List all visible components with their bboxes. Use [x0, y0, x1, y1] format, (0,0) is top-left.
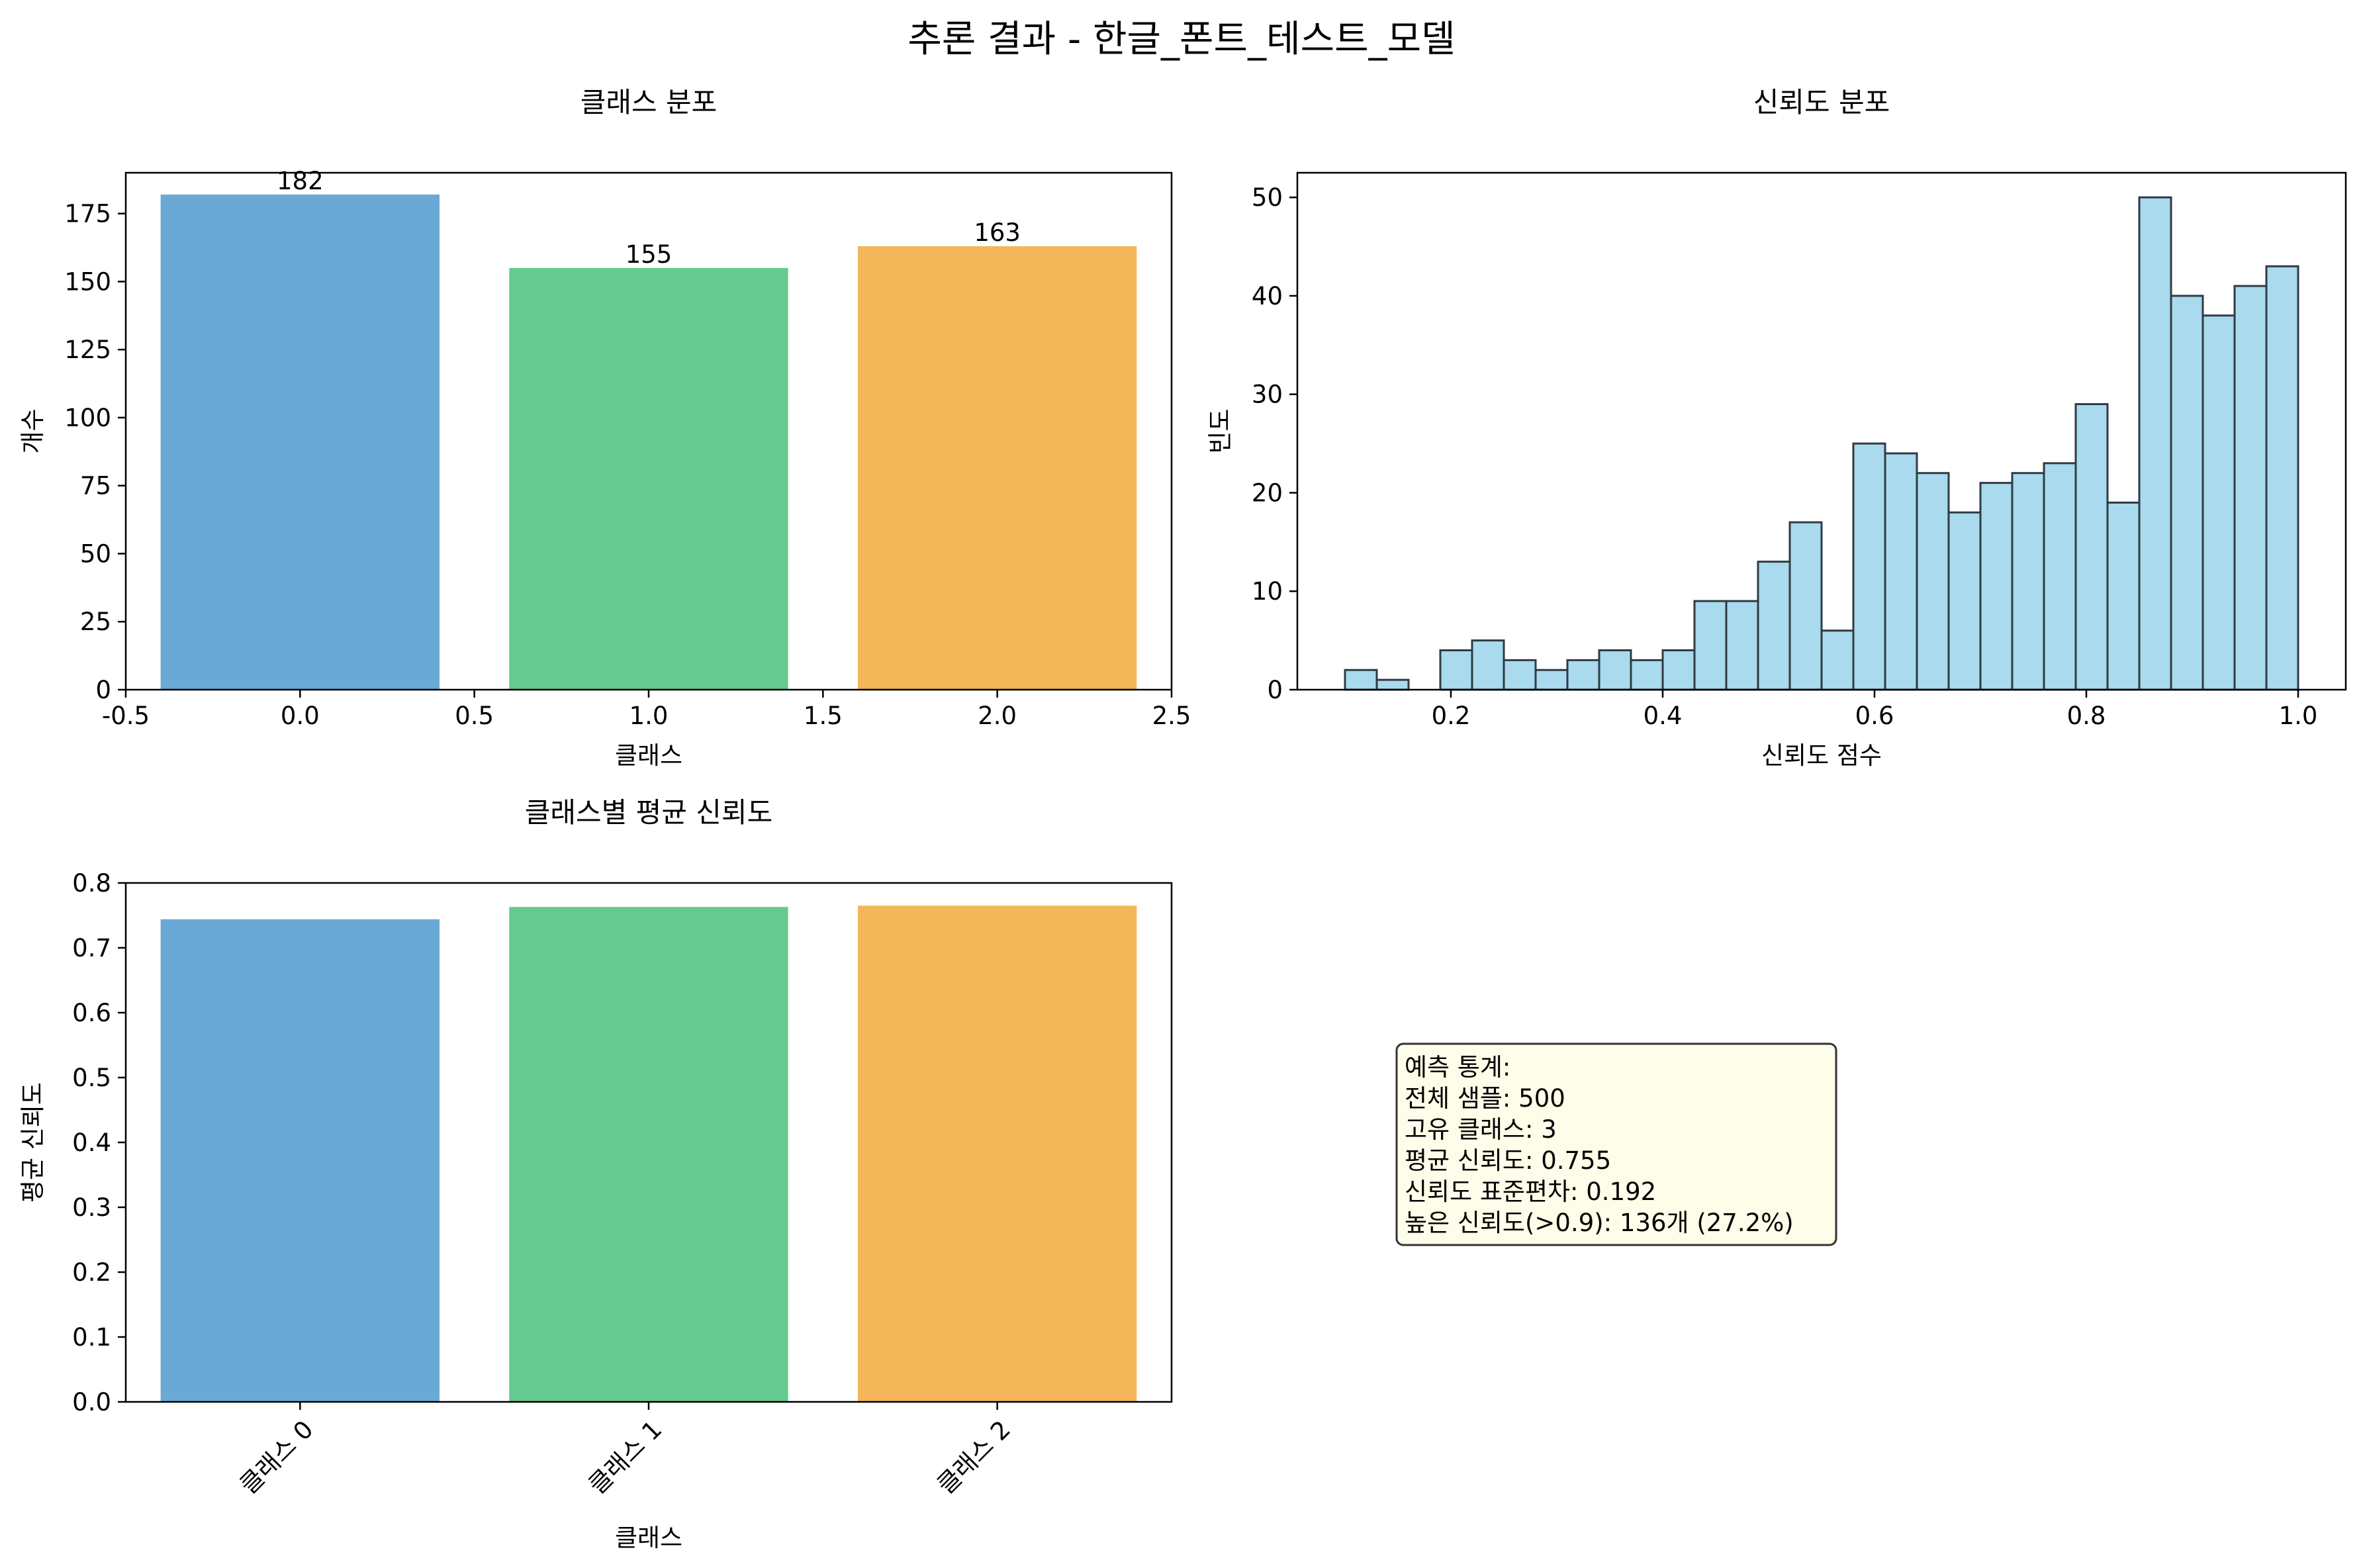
- histogram-bin: [2106, 501, 2141, 691]
- axis-title: 클래스별 평균 신뢰도: [525, 796, 772, 829]
- histogram-bin: [1947, 511, 1982, 691]
- y-tick-label: 50: [1252, 183, 1283, 212]
- bar-value-label: 182: [277, 167, 324, 195]
- x-tick-label: 클래스 0: [234, 1415, 319, 1500]
- histogram-bin: [1598, 649, 1632, 691]
- y-tick-label: 0.4: [72, 1129, 111, 1157]
- histogram-bin: [2170, 295, 2204, 691]
- y-tick-label: 125: [64, 336, 111, 364]
- x-tick-label: 클래스 1: [583, 1415, 668, 1500]
- y-tick-label: 0.8: [72, 869, 111, 898]
- y-tick-label: 20: [1252, 479, 1283, 507]
- bar-value-label: 155: [626, 240, 672, 269]
- x-tick-label: 0.5: [455, 702, 494, 730]
- histogram-bin: [1471, 639, 1505, 691]
- x-tick-label: 2.0: [978, 702, 1017, 730]
- histogram-bin: [1788, 521, 1823, 691]
- x-tick-label: 클래스 2: [931, 1415, 1016, 1500]
- y-tick-label: 0.5: [72, 1064, 111, 1092]
- y-tick-label: 25: [80, 608, 111, 636]
- y-tick-label: 0.6: [72, 999, 111, 1027]
- x-axis-label: 신뢰도 점수: [1761, 741, 1882, 770]
- stats-line: 고유 클래스: 3: [1405, 1115, 1557, 1144]
- histogram-bin: [1661, 649, 1696, 691]
- histogram-bin: [1566, 659, 1600, 691]
- bar-class-0: [160, 194, 440, 690]
- axis-title: 신뢰도 분포: [1753, 86, 1890, 118]
- stats-line: 예측 통계:: [1405, 1053, 1510, 1082]
- histogram-bin: [1693, 600, 1728, 691]
- y-tick-label: 10: [1252, 577, 1283, 606]
- figure-title: 추론 결과 - 한글_폰트_테스트_모델: [907, 18, 1455, 61]
- bar-class-1: [509, 907, 788, 1402]
- histogram-bin: [1916, 472, 1950, 691]
- bar-class-2: [858, 905, 1137, 1402]
- histogram-bin: [2201, 314, 2236, 691]
- y-tick-label: 100: [64, 404, 111, 432]
- y-axis-label: 평균 신뢰도: [19, 1082, 47, 1203]
- histogram-bin: [1534, 669, 1569, 691]
- axis-title: 클래스 분포: [580, 86, 718, 118]
- y-tick-label: 0.1: [72, 1323, 111, 1352]
- histogram-bin: [2138, 196, 2172, 691]
- stats-line: 전체 샘플: 500: [1405, 1084, 1565, 1113]
- x-tick-label: 0.4: [1644, 702, 1683, 730]
- stats-line: 신뢰도 표준편차: 0.192: [1405, 1177, 1656, 1206]
- histogram-bin: [2265, 265, 2299, 691]
- x-axis-label: 클래스: [615, 1524, 682, 1552]
- x-tick-label: 0.0: [281, 702, 320, 730]
- y-tick-label: 0.3: [72, 1193, 111, 1222]
- y-tick-label: 0.0: [72, 1388, 111, 1416]
- y-tick-label: 40: [1252, 282, 1283, 310]
- bar-class-0: [160, 919, 440, 1402]
- y-axis-label: 빈도: [1206, 408, 1234, 453]
- x-tick-label: 0.6: [1855, 702, 1894, 730]
- histogram-bin: [1979, 482, 2014, 691]
- x-tick-label: 0.2: [1432, 702, 1471, 730]
- class-mean-confidence-chart: 클래스별 평균 신뢰도 0.0 0.1 0.2 0.3 0.4 0.5 0.6 0.7 0.8 클래…: [19, 796, 1173, 1552]
- y-tick-label: 0.2: [72, 1258, 111, 1287]
- y-tick-label: 175: [64, 200, 111, 228]
- bar-value-label: 163: [974, 218, 1021, 247]
- stats-line: 높은 신뢰도(>0.9): 136개 (27.2%): [1405, 1209, 1794, 1237]
- x-tick-label: 1.0: [629, 702, 669, 730]
- histogram-bin: [2043, 462, 2077, 691]
- histogram-bin: [1852, 442, 1886, 691]
- histogram-bin: [1820, 629, 1855, 691]
- plot-frame: [1296, 171, 2347, 691]
- y-tick-label: 30: [1252, 381, 1283, 409]
- stats-line: 평균 신뢰도: 0.755: [1405, 1146, 1611, 1175]
- histogram-bin: [1503, 659, 1537, 691]
- confidence-histogram-chart: 신뢰도 분포 0 10 20 30 40 50 0.2 0.4 0.6 0.8 1.0 신뢰도 점수 빈도: [1206, 86, 2347, 770]
- x-tick-label: 0.8: [2067, 702, 2106, 730]
- y-tick-label: 75: [80, 472, 111, 500]
- x-tick-label: 1.5: [804, 702, 843, 730]
- y-tick-label: 150: [64, 267, 111, 296]
- stats-box-frame: [1395, 1042, 1837, 1246]
- bar-class-2: [858, 246, 1137, 690]
- x-tick-label: -0.5: [102, 702, 150, 730]
- histogram-bin: [1884, 452, 1918, 691]
- x-tick-label: 1.0: [2279, 702, 2318, 730]
- y-tick-label: 50: [80, 539, 111, 568]
- bar-class-1: [509, 267, 788, 690]
- x-axis-label: 클래스: [615, 741, 682, 770]
- histogram-bin: [2233, 285, 2268, 691]
- histogram-bin: [1375, 678, 1410, 691]
- histogram-bin: [1757, 561, 1791, 691]
- x-tick-label: 2.5: [1152, 702, 1191, 730]
- y-tick-label: 0: [95, 676, 111, 704]
- histogram-bin: [2074, 403, 2109, 691]
- histogram-bin: [1344, 669, 1378, 691]
- y-axis-label: 개수: [19, 408, 47, 453]
- histogram-bin: [1725, 600, 1759, 691]
- y-tick-label: 0: [1267, 676, 1283, 704]
- y-tick-label: 0.7: [72, 934, 111, 962]
- histogram-bin: [1630, 659, 1664, 691]
- histogram-bin: [2011, 472, 2045, 691]
- class-distribution-chart: 182 155 163 클래스 분포 0 25 50 75 100 125 150 175 -0.5 0.…: [19, 86, 1191, 770]
- histogram-bin: [1439, 649, 1473, 691]
